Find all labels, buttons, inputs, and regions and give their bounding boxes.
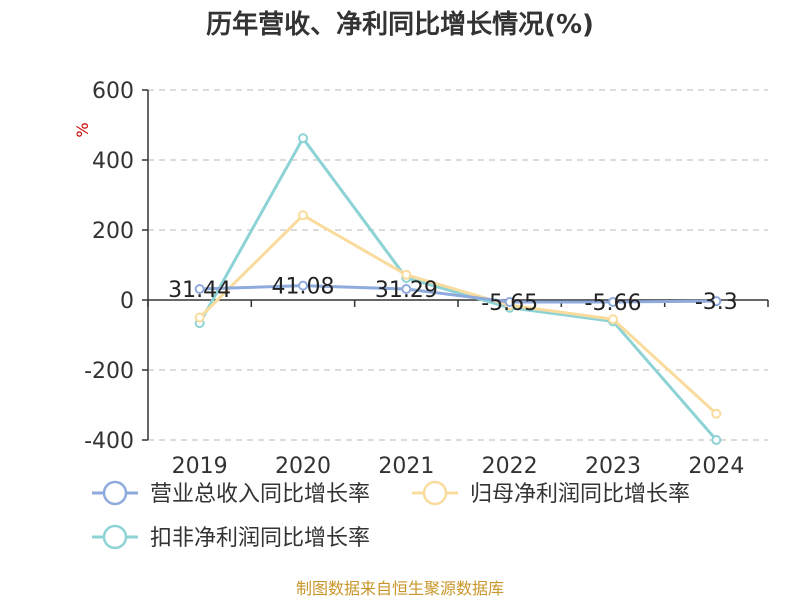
legend-marker bbox=[102, 480, 128, 506]
data-label: 31.44 bbox=[168, 278, 231, 303]
data-label: 41.08 bbox=[272, 275, 335, 300]
axes bbox=[142, 89, 769, 441]
data-label: -5.66 bbox=[585, 291, 642, 316]
data-point bbox=[298, 210, 308, 221]
data-point bbox=[194, 283, 205, 294]
legend-item: 扣非净利润同比增长率 bbox=[92, 524, 370, 551]
y-tick-label: -400 bbox=[84, 429, 134, 454]
data-point bbox=[504, 296, 515, 307]
x-tick-label: 2019 bbox=[172, 454, 228, 479]
data-point bbox=[711, 435, 722, 445]
y-tick-label: 400 bbox=[92, 149, 134, 174]
data-point bbox=[298, 133, 308, 144]
data-point bbox=[711, 296, 722, 307]
legend-marker bbox=[422, 480, 448, 506]
series-line bbox=[198, 213, 718, 416]
y-tick-labels: 600 400 200 0 -200 -400 bbox=[84, 79, 134, 454]
data-label: -3.3 bbox=[695, 290, 738, 315]
data-point bbox=[298, 280, 308, 291]
y-tick-label: 200 bbox=[92, 219, 134, 244]
data-label: -5.65 bbox=[481, 291, 538, 316]
data-point bbox=[608, 314, 618, 325]
source-note: 制图数据来自恒生聚源数据库 bbox=[296, 579, 504, 598]
legend-label: 扣非净利润同比增长率 bbox=[150, 526, 370, 551]
series-lines bbox=[194, 133, 722, 445]
data-labels: 31.44 41.08 31.29 -5.65 -5.66 -3.3 bbox=[168, 275, 738, 316]
chart-title: 历年营收、净利同比增长情况(%) bbox=[206, 9, 594, 40]
x-tick-label: 2024 bbox=[688, 454, 744, 479]
series-line bbox=[198, 136, 718, 442]
x-tick-label: 2020 bbox=[275, 454, 331, 479]
legend-label: 归母净利润同比增长率 bbox=[470, 482, 690, 507]
data-point bbox=[608, 296, 618, 307]
legend-marker bbox=[102, 524, 128, 550]
data-point bbox=[401, 284, 412, 295]
legend-item: 营业总收入同比增长率 bbox=[92, 480, 370, 507]
legend-item: 归母净利润同比增长率 bbox=[412, 480, 690, 507]
x-tick-label: 2022 bbox=[482, 454, 538, 479]
data-point bbox=[711, 408, 722, 419]
y-tick-label: 0 bbox=[120, 289, 134, 314]
series-line bbox=[198, 284, 718, 304]
data-point bbox=[194, 312, 205, 323]
data-label: 31.29 bbox=[375, 278, 438, 303]
grid-lines bbox=[148, 89, 768, 441]
y-tick-label: -200 bbox=[84, 359, 134, 384]
y-tick-label: 600 bbox=[92, 79, 134, 104]
x-tick-labels: 2019 2020 2021 2022 2023 2024 bbox=[172, 454, 745, 479]
y-axis-label: % bbox=[73, 122, 92, 137]
data-point bbox=[401, 269, 412, 280]
legend-label: 营业总收入同比增长率 bbox=[150, 482, 370, 507]
x-tick-label: 2023 bbox=[585, 454, 641, 479]
x-tick-label: 2021 bbox=[378, 454, 434, 479]
